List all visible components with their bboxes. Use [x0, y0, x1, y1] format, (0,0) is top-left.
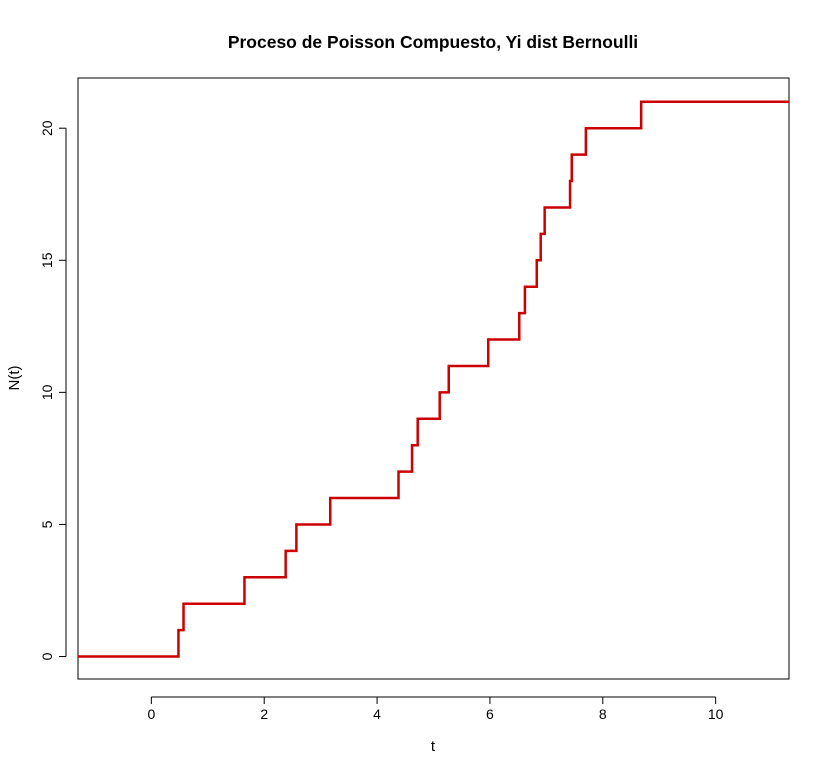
y-tick-label: 5 [39, 520, 55, 528]
x-tick-label: 6 [486, 706, 494, 722]
y-tick-label: 10 [39, 384, 55, 400]
x-tick-label: 8 [599, 706, 607, 722]
x-axis-label: t [431, 738, 436, 755]
series-line [78, 100, 789, 658]
x-tick-label: 2 [260, 706, 268, 722]
series-layer [78, 100, 789, 658]
plot-frame [77, 77, 790, 680]
y-tick-label: 20 [39, 120, 55, 136]
x-tick-label: 4 [373, 706, 381, 722]
y-tick-label: 0 [39, 652, 55, 660]
x-tick-label: 0 [147, 706, 155, 722]
y-tick-label: 15 [39, 252, 55, 268]
chart-title: Proceso de Poisson Compuesto, Yi dist Be… [228, 32, 638, 52]
x-tick-label: 10 [708, 706, 724, 722]
x-axis: 0 2 4 6 8 10 [147, 696, 724, 722]
y-axis-label: N(t) [6, 366, 23, 391]
y-axis: 0 5 10 15 20 [39, 120, 67, 660]
